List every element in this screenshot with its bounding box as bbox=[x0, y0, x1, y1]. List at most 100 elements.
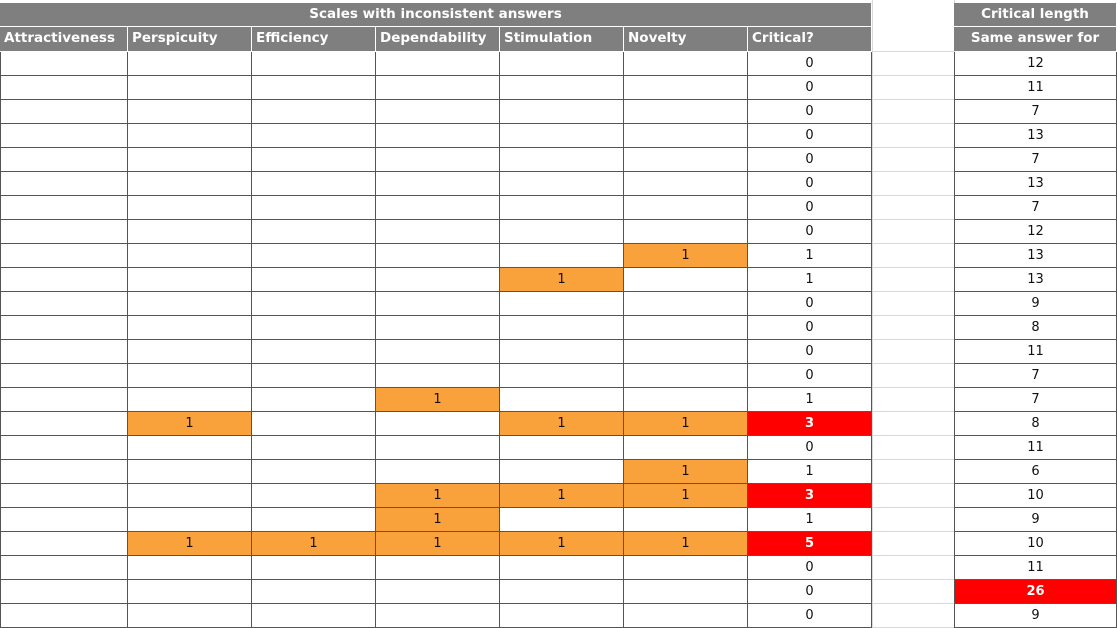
table-cell[interactable] bbox=[500, 508, 624, 532]
table-cell[interactable] bbox=[624, 316, 748, 340]
table-cell[interactable] bbox=[252, 124, 376, 148]
same-answer-cell[interactable]: 7 bbox=[954, 364, 1117, 388]
table-cell[interactable] bbox=[252, 412, 376, 436]
table-cell[interactable] bbox=[376, 340, 500, 364]
table-cell[interactable]: 1 bbox=[128, 412, 252, 436]
same-answer-cell[interactable]: 11 bbox=[954, 556, 1117, 580]
same-answer-cell[interactable]: 11 bbox=[954, 340, 1117, 364]
table-cell[interactable]: 1 bbox=[624, 484, 748, 508]
table-cell[interactable] bbox=[252, 100, 376, 124]
table-cell[interactable] bbox=[376, 220, 500, 244]
table-cell[interactable] bbox=[376, 100, 500, 124]
critical-cell[interactable]: 0 bbox=[748, 148, 872, 172]
table-cell[interactable] bbox=[252, 556, 376, 580]
table-cell[interactable] bbox=[252, 580, 376, 604]
table-cell[interactable] bbox=[624, 508, 748, 532]
table-cell[interactable] bbox=[128, 388, 252, 412]
table-cell[interactable] bbox=[252, 292, 376, 316]
same-answer-cell[interactable]: 7 bbox=[954, 196, 1117, 220]
table-cell[interactable] bbox=[500, 292, 624, 316]
table-cell[interactable] bbox=[376, 268, 500, 292]
table-cell[interactable] bbox=[0, 604, 128, 628]
table-cell[interactable] bbox=[0, 76, 128, 100]
same-answer-cell[interactable]: 13 bbox=[954, 268, 1117, 292]
table-cell[interactable] bbox=[376, 172, 500, 196]
table-cell[interactable] bbox=[500, 52, 624, 76]
table-cell[interactable] bbox=[0, 532, 128, 556]
critical-cell[interactable]: 0 bbox=[748, 292, 872, 316]
table-cell[interactable] bbox=[624, 556, 748, 580]
table-cell[interactable]: 1 bbox=[624, 412, 748, 436]
table-cell[interactable] bbox=[624, 604, 748, 628]
critical-cell[interactable]: 0 bbox=[748, 52, 872, 76]
table-cell[interactable] bbox=[0, 268, 128, 292]
table-cell[interactable] bbox=[128, 172, 252, 196]
column-header-efficiency[interactable]: Efficiency bbox=[252, 27, 376, 51]
table-cell[interactable] bbox=[0, 508, 128, 532]
critical-cell[interactable]: 0 bbox=[748, 220, 872, 244]
same-answer-cell[interactable]: 11 bbox=[954, 436, 1117, 460]
table-cell[interactable] bbox=[624, 76, 748, 100]
table-cell[interactable] bbox=[500, 244, 624, 268]
table-cell[interactable] bbox=[624, 52, 748, 76]
same-answer-cell[interactable]: 8 bbox=[954, 412, 1117, 436]
critical-cell[interactable]: 1 bbox=[748, 460, 872, 484]
column-header-novelty[interactable]: Novelty bbox=[624, 27, 748, 51]
table-cell[interactable] bbox=[252, 364, 376, 388]
table-cell[interactable] bbox=[624, 100, 748, 124]
critical-cell[interactable]: 0 bbox=[748, 196, 872, 220]
table-cell[interactable] bbox=[376, 292, 500, 316]
table-cell[interactable] bbox=[376, 244, 500, 268]
column-header-stimulation[interactable]: Stimulation bbox=[500, 27, 624, 51]
same-answer-cell[interactable]: 13 bbox=[954, 124, 1117, 148]
critical-cell[interactable]: 0 bbox=[748, 580, 872, 604]
table-cell[interactable] bbox=[252, 196, 376, 220]
table-cell[interactable] bbox=[624, 436, 748, 460]
table-cell[interactable] bbox=[128, 580, 252, 604]
table-cell[interactable] bbox=[128, 436, 252, 460]
table-cell[interactable]: 1 bbox=[376, 484, 500, 508]
critical-cell[interactable]: 0 bbox=[748, 436, 872, 460]
table-cell[interactable] bbox=[500, 316, 624, 340]
table-cell[interactable]: 1 bbox=[624, 460, 748, 484]
table-cell[interactable] bbox=[500, 436, 624, 460]
table-cell[interactable] bbox=[252, 268, 376, 292]
table-cell[interactable] bbox=[252, 484, 376, 508]
table-cell[interactable] bbox=[376, 460, 500, 484]
table-cell[interactable]: 1 bbox=[376, 388, 500, 412]
critical-cell[interactable]: 1 bbox=[748, 244, 872, 268]
table-cell[interactable] bbox=[500, 340, 624, 364]
table-cell[interactable] bbox=[500, 124, 624, 148]
table-cell[interactable] bbox=[376, 580, 500, 604]
table-cell[interactable] bbox=[0, 100, 128, 124]
table-cell[interactable] bbox=[0, 292, 128, 316]
table-cell[interactable] bbox=[500, 388, 624, 412]
same-answer-cell[interactable]: 7 bbox=[954, 388, 1117, 412]
table-cell[interactable] bbox=[0, 556, 128, 580]
table-cell[interactable] bbox=[0, 460, 128, 484]
table-cell[interactable] bbox=[128, 508, 252, 532]
table-cell[interactable] bbox=[624, 124, 748, 148]
table-cell[interactable]: 1 bbox=[624, 532, 748, 556]
table-cell[interactable] bbox=[128, 244, 252, 268]
same-answer-cell[interactable]: 7 bbox=[954, 100, 1117, 124]
table-cell[interactable]: 1 bbox=[500, 268, 624, 292]
same-answer-cell[interactable]: 26 bbox=[954, 580, 1117, 604]
table-cell[interactable] bbox=[252, 604, 376, 628]
table-cell[interactable] bbox=[128, 604, 252, 628]
table-cell[interactable] bbox=[128, 124, 252, 148]
same-answer-cell[interactable]: 12 bbox=[954, 52, 1117, 76]
table-cell[interactable] bbox=[500, 196, 624, 220]
table-cell[interactable] bbox=[500, 76, 624, 100]
table-cell[interactable] bbox=[376, 76, 500, 100]
table-cell[interactable] bbox=[624, 196, 748, 220]
table-cell[interactable] bbox=[252, 148, 376, 172]
table-cell[interactable] bbox=[0, 52, 128, 76]
same-answer-cell[interactable]: 11 bbox=[954, 76, 1117, 100]
table-cell[interactable] bbox=[128, 316, 252, 340]
critical-cell[interactable]: 0 bbox=[748, 316, 872, 340]
table-cell[interactable] bbox=[128, 268, 252, 292]
same-answer-cell[interactable]: 13 bbox=[954, 172, 1117, 196]
table-cell[interactable] bbox=[252, 508, 376, 532]
column-header-critical[interactable]: Critical? bbox=[748, 27, 872, 51]
